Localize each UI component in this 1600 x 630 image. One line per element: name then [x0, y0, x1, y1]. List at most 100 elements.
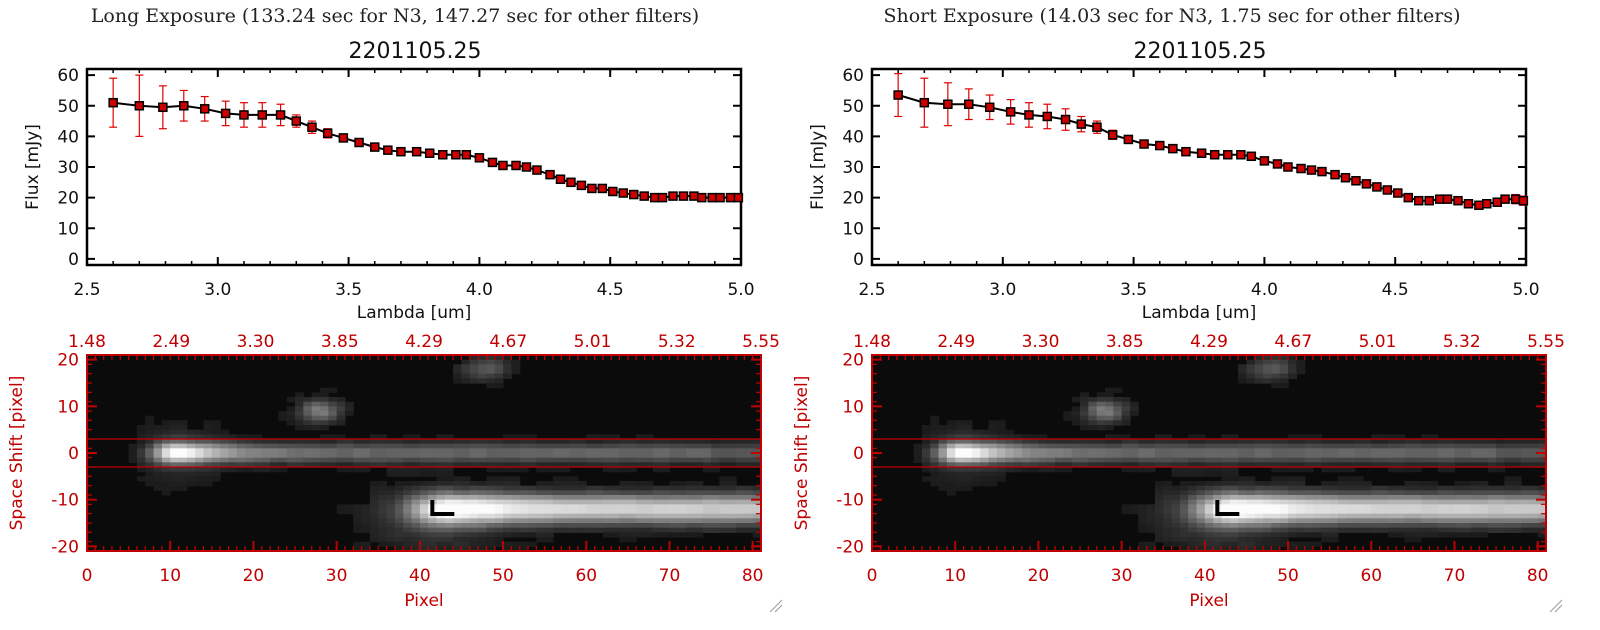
- data-point: [291, 116, 302, 126]
- image-pixel: [980, 439, 990, 445]
- image-pixel: [461, 462, 471, 468]
- image-pixel: [1030, 462, 1040, 468]
- image-pixel: [436, 518, 446, 524]
- image-pixel: [955, 443, 965, 449]
- image-pixel: [536, 513, 546, 519]
- image-pixel: [602, 467, 612, 473]
- image-pixel: [419, 453, 429, 459]
- image-pixel: [245, 448, 255, 454]
- image-pixel: [469, 453, 479, 459]
- image-pixel: [1188, 513, 1198, 519]
- image-pixel: [619, 532, 629, 538]
- image-pixel: [1254, 504, 1264, 510]
- image-pixel: [186, 453, 196, 459]
- image-pixel: [519, 495, 529, 501]
- image-pixel: [1296, 504, 1306, 510]
- image-pixel: [1379, 453, 1389, 459]
- image-pixel: [1471, 504, 1481, 510]
- image-pixel: [503, 518, 512, 524]
- image-pixel: [186, 467, 196, 473]
- image-pixel: [311, 425, 321, 431]
- data-point: [239, 110, 249, 120]
- image-pixel: [1387, 495, 1397, 501]
- image-pixel: [1138, 546, 1148, 552]
- image-y-tick-label: 0: [853, 444, 864, 464]
- image-pixel: [295, 392, 304, 398]
- image-pixel: [1404, 532, 1414, 538]
- image-pixel: [436, 499, 446, 505]
- image-pixel: [453, 378, 463, 384]
- top-tick-label: 5.01: [1359, 332, 1397, 352]
- image-pixel: [727, 523, 737, 529]
- data-point: [1209, 150, 1220, 160]
- image-pixel: [686, 495, 696, 501]
- image-pixel: [1138, 518, 1148, 524]
- image-pixel: [619, 537, 629, 543]
- spatial-image-plot: 1.48 2.49 3.30 3.85 4.29 4.67 5.01 5.32 5.55 0 10…: [7, 332, 780, 611]
- resize-grip-icon[interactable]: [769, 599, 783, 613]
- image-pixel: [1487, 443, 1497, 449]
- image-pixel: [938, 439, 948, 445]
- image-pixel: [1254, 453, 1264, 459]
- image-pixel: [178, 453, 188, 459]
- image-pixel: [1521, 443, 1530, 449]
- image-pixel: [1104, 434, 1114, 440]
- image-pixel: [1171, 485, 1181, 491]
- image-pixel: [1063, 411, 1073, 417]
- image-pixel: [1288, 457, 1297, 463]
- image-pixel: [1471, 439, 1481, 445]
- image-pixel: [1121, 397, 1131, 403]
- image-pixel: [1362, 527, 1372, 533]
- image-pixel: [1396, 467, 1406, 473]
- image-pixel: [1179, 523, 1189, 529]
- data-point: [1060, 114, 1071, 125]
- image-pixel: [220, 429, 230, 435]
- image-pixel: [1321, 490, 1331, 496]
- image-pixel: [1329, 481, 1339, 487]
- image-pixel: [361, 509, 371, 515]
- image-pixel: [1038, 462, 1048, 468]
- image-pixel: [519, 527, 529, 533]
- image-pixel: [228, 457, 238, 463]
- image-pixel: [661, 457, 671, 463]
- image-pixel: [719, 490, 729, 496]
- image-pixel: [511, 434, 521, 440]
- image-pixel: [1329, 499, 1339, 505]
- image-pixel: [702, 509, 712, 515]
- image-pixel: [946, 429, 956, 435]
- image-pixel: [1179, 509, 1189, 515]
- image-pixel: [1096, 401, 1106, 407]
- image-pixel: [153, 476, 163, 482]
- image-pixel: [1138, 467, 1148, 473]
- image-pixel: [727, 499, 737, 505]
- image-pixel: [736, 527, 745, 533]
- image-pixel: [486, 485, 496, 491]
- image-pixel: [311, 448, 321, 454]
- image-pixel: [228, 467, 238, 473]
- image-pixel: [1313, 490, 1322, 496]
- image-pixel: [178, 434, 188, 440]
- spectrum-title: 2201105.25: [349, 39, 482, 64]
- image-pixel: [711, 523, 720, 529]
- image-pixel: [569, 485, 579, 491]
- image-pixel: [1263, 355, 1273, 361]
- image-pixel: [1046, 448, 1056, 454]
- image-pixel: [511, 490, 521, 496]
- image-pixel: [552, 513, 562, 519]
- image-pixel: [203, 439, 213, 445]
- image-pixel: [253, 443, 263, 449]
- image-pixel: [394, 513, 404, 519]
- image-x-tick-label: 30: [326, 566, 348, 586]
- image-pixel: [1021, 467, 1031, 473]
- image-pixel: [178, 425, 188, 431]
- image-pixel: [1129, 509, 1139, 515]
- image-pixel: [1088, 411, 1098, 417]
- image-pixel: [419, 443, 429, 449]
- image-pixel: [702, 527, 712, 533]
- resize-grip-icon[interactable]: [1549, 599, 1563, 613]
- image-pixel: [1279, 355, 1289, 361]
- data-point: [1382, 185, 1393, 195]
- image-pixel: [1421, 462, 1431, 468]
- image-pixel: [494, 364, 504, 370]
